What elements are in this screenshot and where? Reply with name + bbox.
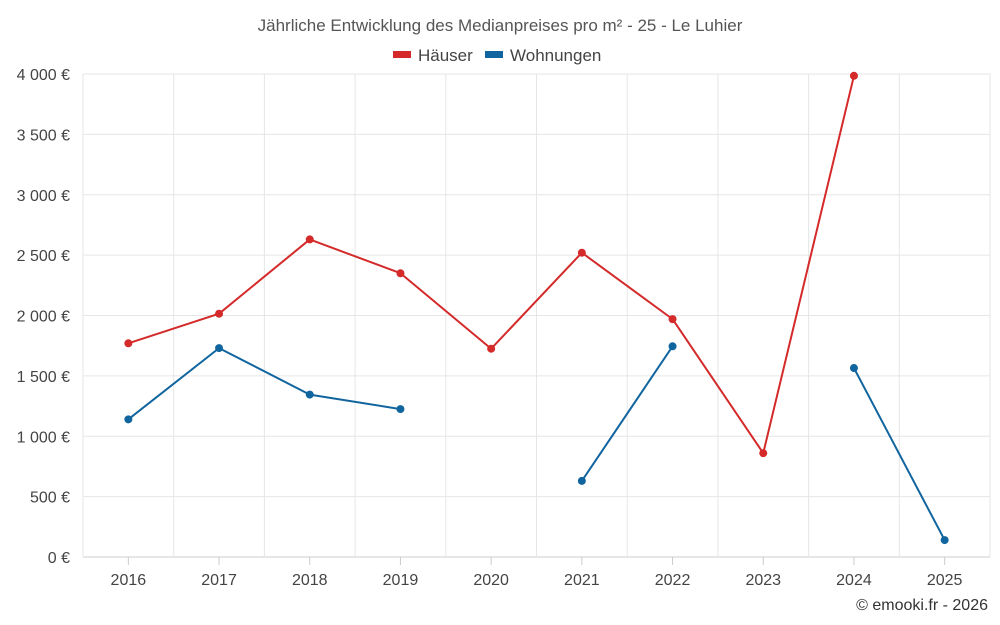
data-point[interactable] bbox=[940, 536, 949, 545]
x-axis: 2016 2017 2018 2019 2020 2021 2022 2023 2024 2025 bbox=[111, 572, 963, 589]
data-point[interactable] bbox=[849, 364, 858, 373]
series-wohnungen bbox=[124, 342, 949, 545]
data-point[interactable] bbox=[305, 390, 314, 399]
y-tick-label: 1 500 € bbox=[17, 369, 70, 386]
data-point[interactable] bbox=[577, 476, 586, 485]
series-line bbox=[853, 367, 946, 541]
data-point[interactable] bbox=[849, 71, 858, 80]
credit-text: © emooki.fr - 2026 bbox=[856, 597, 988, 614]
data-point[interactable] bbox=[668, 315, 677, 324]
data-point[interactable] bbox=[577, 248, 586, 257]
x-tick-label: 2025 bbox=[927, 572, 963, 589]
legend-label: Wohnungen bbox=[510, 46, 601, 65]
legend-item[interactable]: Häuser bbox=[393, 46, 473, 65]
x-tick-label: 2021 bbox=[564, 572, 600, 589]
y-tick-label: 0 € bbox=[48, 550, 70, 567]
x-tick-label: 2016 bbox=[111, 572, 147, 589]
data-point[interactable] bbox=[215, 344, 224, 353]
y-tick-label: 2 500 € bbox=[17, 248, 70, 265]
x-tick-label: 2023 bbox=[745, 572, 781, 589]
x-tick-label: 2017 bbox=[201, 572, 237, 589]
y-tick-label: 1 000 € bbox=[17, 429, 70, 446]
x-tick-label: 2019 bbox=[383, 572, 419, 589]
legend-swatch bbox=[485, 51, 503, 58]
grid bbox=[82, 73, 991, 565]
y-axis: 0 € 500 € 1 000 € 1 500 € 2 000 € 2 500 € 3 00… bbox=[17, 67, 70, 567]
series-line bbox=[128, 75, 855, 455]
data-point[interactable] bbox=[215, 309, 224, 318]
y-tick-label: 500 € bbox=[30, 490, 70, 507]
data-point[interactable] bbox=[396, 405, 405, 414]
data-point[interactable] bbox=[396, 269, 405, 278]
chart-title: Jährliche Entwicklung des Medianpreises … bbox=[258, 16, 743, 35]
series-line bbox=[581, 345, 674, 482]
y-tick-label: 3 500 € bbox=[17, 127, 70, 144]
legend: Häuser Wohnungen bbox=[393, 46, 601, 65]
x-tick-label: 2018 bbox=[292, 572, 328, 589]
data-point[interactable] bbox=[305, 235, 314, 244]
y-tick-label: 4 000 € bbox=[17, 67, 70, 84]
data-point[interactable] bbox=[487, 344, 496, 353]
legend-swatch bbox=[393, 51, 411, 58]
series-häuser bbox=[124, 71, 858, 458]
x-tick-label: 2022 bbox=[655, 572, 691, 589]
data-point[interactable] bbox=[124, 339, 133, 348]
legend-label: Häuser bbox=[418, 46, 473, 65]
y-tick-label: 3 000 € bbox=[17, 188, 70, 205]
data-point[interactable] bbox=[668, 342, 677, 351]
data-point[interactable] bbox=[759, 449, 768, 458]
x-tick-label: 2020 bbox=[473, 572, 509, 589]
series-group bbox=[124, 71, 949, 545]
data-point[interactable] bbox=[124, 415, 133, 424]
series-line bbox=[127, 347, 401, 421]
legend-item[interactable]: Wohnungen bbox=[485, 46, 601, 65]
x-tick-label: 2024 bbox=[836, 572, 872, 589]
y-tick-label: 2 000 € bbox=[17, 309, 70, 326]
